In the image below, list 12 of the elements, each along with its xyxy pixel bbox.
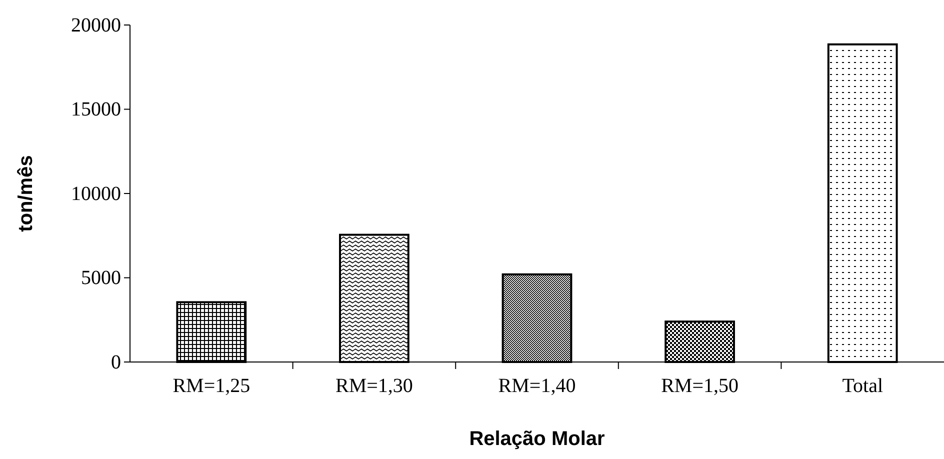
y-tick-label: 10000 [71, 182, 121, 205]
x-tick-label: Total [842, 375, 884, 398]
x-tick-label: RM=1,40 [498, 375, 576, 398]
x-axis-title: Relação Molar [469, 428, 606, 450]
y-axis-title: ton/mês [15, 155, 37, 232]
x-tick-label: RM=1,25 [172, 375, 250, 398]
y-tick-label: 15000 [71, 98, 121, 121]
y-tick-label: 20000 [71, 14, 121, 36]
y-tick-label: 5000 [81, 267, 121, 290]
x-tick-label: RM=1,50 [661, 375, 739, 398]
y-tick-label: 0 [111, 351, 121, 374]
x-tick-label: RM=1,30 [335, 375, 413, 398]
